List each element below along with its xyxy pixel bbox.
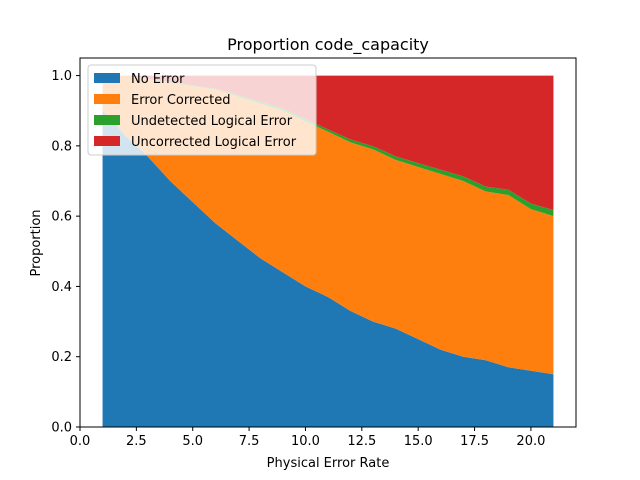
- y-tick-label: 1.0: [51, 69, 72, 84]
- x-tick-label: 7.5: [239, 434, 260, 449]
- legend: No Error Error Corrected Undetected Logica…: [87, 64, 317, 156]
- x-tick-label: 0.0: [70, 434, 91, 449]
- legend-label: Error Corrected: [131, 93, 231, 108]
- y-tick-label: 0.0: [51, 421, 72, 436]
- legend-label: Uncorrected Logical Error: [131, 135, 297, 150]
- legend-label: No Error: [131, 72, 185, 87]
- legend-swatch: [94, 115, 120, 125]
- x-tick-label: 10.0: [291, 434, 320, 449]
- legend-swatch: [94, 73, 120, 83]
- y-tick-label: 0.8: [51, 139, 72, 154]
- legend-swatch: [94, 94, 120, 104]
- x-tick-label: 2.5: [126, 434, 147, 449]
- x-tick-label: 5.0: [182, 434, 203, 449]
- area-uncorrected-logical-error: [102, 75, 554, 211]
- axes: 0.0 2.5 5.0 7.5 10.0 12.5 15.0 17.5 20.0 0.0 0.2 0.…: [51, 57, 577, 449]
- x-tick-label: 15.0: [404, 434, 433, 449]
- legend-swatch: [94, 136, 120, 146]
- plot-frame: [79, 57, 577, 428]
- legend-label: Undetected Logical Error: [131, 114, 293, 129]
- y-tick-label: 0.4: [51, 280, 72, 295]
- y-axis-label: Proportion: [29, 209, 44, 276]
- y-tick-label: 0.6: [51, 210, 72, 225]
- x-tick-label: 12.5: [347, 434, 376, 449]
- area-no-error: [102, 110, 554, 428]
- y-tick-label: 0.2: [51, 350, 72, 365]
- x-tick-label: 20.0: [516, 434, 545, 449]
- x-tick-label: 17.5: [460, 434, 489, 449]
- legend-box: [87, 64, 317, 156]
- x-axis-label: Physical Error Rate: [267, 456, 390, 471]
- chart-title: Proportion code_capacity: [227, 35, 429, 55]
